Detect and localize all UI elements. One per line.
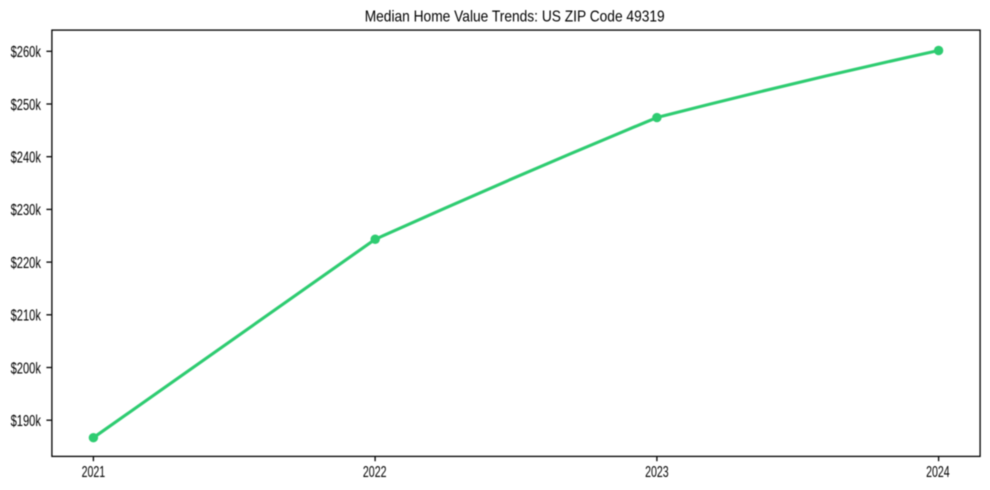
svg-text:$220k: $220k xyxy=(11,255,41,272)
svg-text:$190k: $190k xyxy=(11,413,41,430)
svg-text:$230k: $230k xyxy=(11,202,41,219)
svg-text:2021: 2021 xyxy=(82,464,106,481)
svg-text:$200k: $200k xyxy=(11,360,41,377)
svg-text:$210k: $210k xyxy=(11,308,41,325)
svg-text:$250k: $250k xyxy=(11,97,41,114)
svg-text:$260k: $260k xyxy=(11,44,41,61)
svg-text:2024: 2024 xyxy=(926,464,950,481)
svg-text:2023: 2023 xyxy=(645,464,669,481)
svg-text:$240k: $240k xyxy=(11,150,41,167)
svg-text:Median Home Value Trends: US Z: Median Home Value Trends: US ZIP Code 49… xyxy=(365,9,665,26)
svg-text:2022: 2022 xyxy=(363,464,387,481)
